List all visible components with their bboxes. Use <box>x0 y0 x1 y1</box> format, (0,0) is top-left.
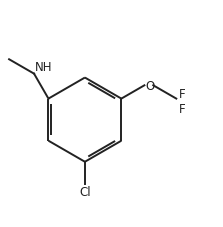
Text: F: F <box>179 87 185 100</box>
Text: F: F <box>179 103 185 116</box>
Text: Cl: Cl <box>79 185 91 198</box>
Text: O: O <box>146 79 155 92</box>
Text: NH: NH <box>35 60 53 73</box>
